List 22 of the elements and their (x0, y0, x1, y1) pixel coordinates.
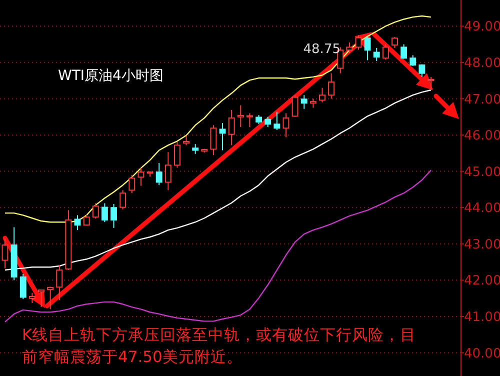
candlestick (246, 112, 253, 128)
y-tick-label: 47.00 (464, 92, 500, 108)
line-series (4, 170, 432, 323)
y-tick-label: 44.00 (464, 201, 500, 216)
annotation: 48.75 (303, 42, 340, 58)
y-tick-label: 49.00 (464, 20, 500, 35)
candlestick (2, 238, 8, 269)
candlestick (282, 112, 290, 138)
candlestick (138, 167, 144, 186)
y-tick-label: 48.00 (464, 56, 500, 71)
y-tick-label: 45.00 (464, 164, 500, 180)
candlestick (228, 109, 235, 146)
annotation: K线自上轨下方承压回落至中轨，或有破位下行风险，目前窄幅震荡于47.50美元附近。 (22, 326, 416, 366)
y-tick-label: 40.00 (464, 346, 500, 362)
candlestick (164, 152, 172, 191)
y-tick-label: 42.00 (464, 274, 500, 289)
candlestick (237, 104, 244, 128)
y-tick-label: 46.00 (464, 128, 500, 144)
y-tick-label: 41.00 (464, 310, 500, 326)
candlestick (56, 264, 63, 301)
y-tick-label: 43.00 (464, 237, 500, 252)
text: WTI原油4小时图 (58, 68, 164, 84)
